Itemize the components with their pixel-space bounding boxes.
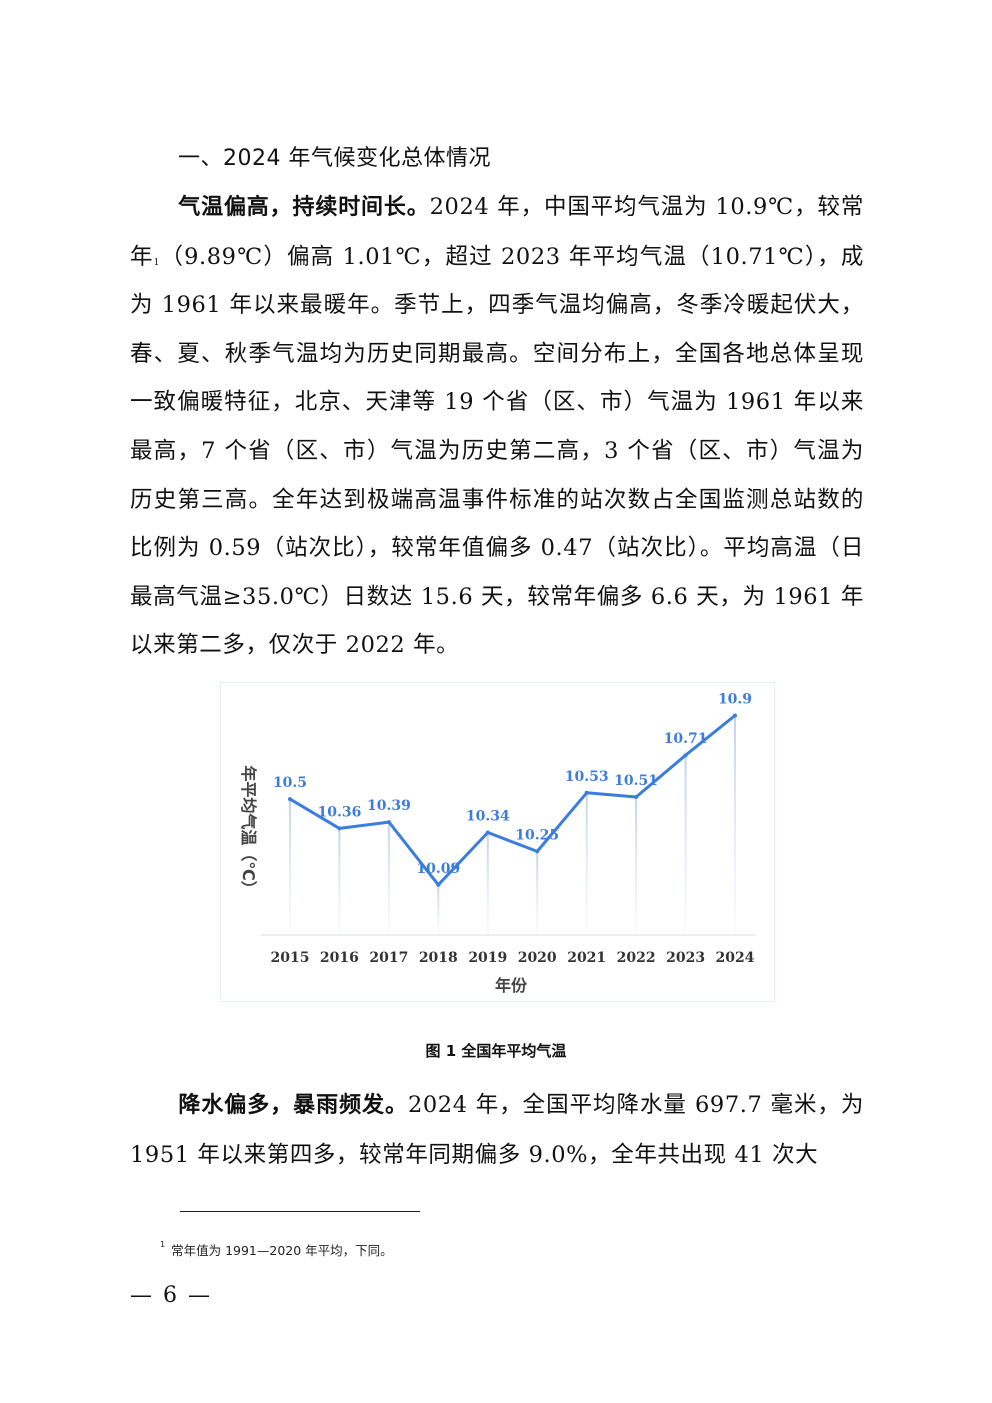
- chart-canvas: 10.5 10.36 10.39 10.09 10.34 10.25 10.53 10.51 1…: [239, 692, 756, 995]
- data-label: 10.71: [664, 731, 708, 747]
- temperature-chart: 10.5 10.36 10.39 10.09 10.34 10.25 10.53 10.51 1…: [220, 682, 775, 1002]
- x-tick-label: 2020: [518, 950, 557, 966]
- paragraph-text: 2024 年，中国平均气温为 10.9℃，较常年: [130, 194, 864, 270]
- data-point: [535, 849, 540, 854]
- paragraph-text: 2024 年，全国平均降水量 697.7 毫米，为 1951 年以来第四多，较常…: [130, 1092, 864, 1168]
- footnote-divider: [180, 1211, 420, 1212]
- paragraph-temperature: 气温偏高，持续时间长。2024 年，中国平均气温为 10.9℃，较常年1（9.8…: [130, 183, 864, 670]
- data-point: [337, 826, 342, 831]
- paragraph-text: （9.89℃）偏高 1.01℃，超过 2023 年平均气温（10.71℃），成为…: [130, 243, 864, 659]
- footnote-marker[interactable]: 1: [153, 257, 160, 268]
- x-tick-label: 2022: [617, 950, 656, 966]
- x-tick-label: 2016: [320, 950, 359, 966]
- paragraph-lead: 气温偏高，持续时间长。: [178, 195, 430, 220]
- drop-line: [684, 755, 687, 935]
- x-tick-label: 2024: [716, 950, 755, 966]
- drop-line: [289, 799, 291, 935]
- footnote-marker: 1: [160, 1240, 166, 1249]
- data-point: [634, 795, 639, 799]
- drop-line: [338, 828, 341, 935]
- x-tick-label: 2021: [567, 950, 606, 966]
- x-tick-label: 2015: [271, 950, 310, 966]
- data-label: 10.5: [273, 775, 307, 791]
- data-point: [733, 713, 737, 718]
- page-number: — 6 —: [130, 1283, 212, 1308]
- paragraph-precipitation: 降水偏多，暴雨频发。2024 年，全国平均降水量 697.7 毫米，为 1951…: [130, 1081, 864, 1179]
- x-axis-title: 年份: [495, 976, 528, 995]
- drop-line: [437, 884, 440, 935]
- figure-caption: 图 1 全国年平均气温: [425, 1042, 567, 1060]
- data-label: 10.39: [367, 798, 411, 814]
- drop-line: [734, 715, 736, 935]
- data-point: [584, 790, 589, 795]
- y-axis-title: 年平均气温（℃）: [239, 765, 258, 896]
- data-label: 10.36: [317, 804, 361, 820]
- data-label: 10.09: [416, 861, 460, 877]
- drop-line: [387, 822, 390, 935]
- footnote-text: 常年值为 1991—2020 年平均，下同。: [171, 1243, 393, 1258]
- data-label: 10.34: [466, 809, 510, 825]
- data-point: [436, 882, 441, 887]
- drop-line: [486, 832, 489, 935]
- paragraph-lead: 降水偏多，暴雨频发。: [178, 1093, 408, 1118]
- series-line: [289, 714, 736, 887]
- data-label: 10.51: [614, 773, 658, 789]
- x-tick-label: 2019: [468, 950, 507, 966]
- data-point: [386, 820, 391, 825]
- data-label: 10.53: [565, 769, 609, 785]
- drop-line: [536, 851, 539, 935]
- section-heading: 一、2024 年气候变化总体情况: [178, 146, 491, 171]
- data-label: 10.25: [515, 827, 559, 843]
- footnote: 1 常年值为 1991—2020 年平均，下同。: [160, 1240, 393, 1259]
- data-label: 10.9: [718, 692, 752, 708]
- data-point: [288, 797, 292, 802]
- drop-line: [635, 797, 638, 935]
- x-tick-label: 2023: [666, 950, 705, 966]
- x-tick-label: 2017: [369, 950, 408, 966]
- drop-line: [585, 792, 588, 935]
- data-point: [485, 830, 490, 835]
- data-point: [683, 753, 688, 758]
- x-tick-label: 2018: [419, 950, 458, 966]
